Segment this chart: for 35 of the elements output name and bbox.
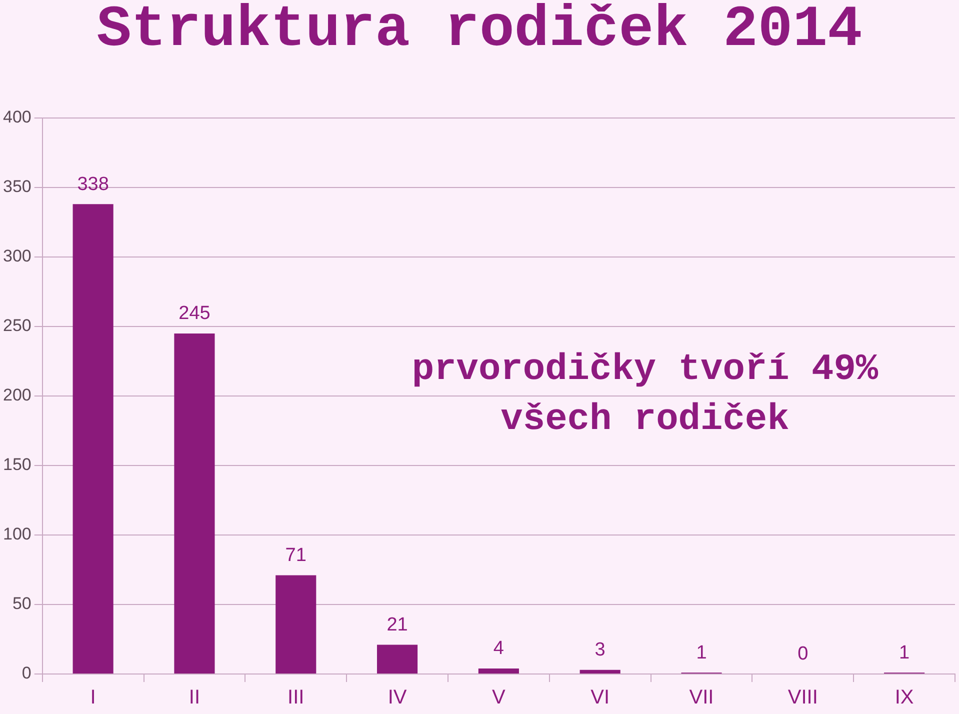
bar [478, 668, 519, 674]
data-label: 4 [493, 638, 504, 660]
data-label: 71 [285, 545, 306, 566]
x-tick-label: III [288, 686, 304, 709]
y-tick-label: 300 [2, 246, 32, 266]
data-label: 338 [77, 174, 109, 195]
annotation: prvorodičky tvoří 49% všech rodiček [410, 348, 880, 443]
x-tick-label: I [90, 686, 96, 709]
x-tick-label: VI [590, 686, 610, 709]
chart-title: Struktura rodiček 2014 [96, 0, 864, 63]
bar [376, 644, 418, 674]
bar [174, 333, 215, 674]
data-label: 21 [386, 614, 408, 636]
y-tick-label: 100 [2, 524, 32, 544]
y-tick-label: 150 [2, 455, 32, 474]
x-tick-label: V [492, 686, 506, 709]
bar [276, 575, 316, 674]
y-tick-label: 50 [12, 594, 32, 614]
x-tick-label: IV [388, 686, 408, 709]
x-tick-label: II [188, 686, 200, 709]
data-label: 1 [899, 642, 910, 664]
y-tick-label: 350 [2, 177, 32, 196]
x-tick-label: IX [894, 686, 914, 709]
x-tick-label: VII [689, 686, 714, 709]
data-label: 3 [594, 640, 606, 661]
data-label: 0 [798, 644, 808, 665]
x-tick-label: VIII [788, 686, 818, 709]
y-tick-label: 0 [22, 664, 32, 683]
y-tick-label: 400 [2, 108, 32, 127]
data-label: 1 [696, 642, 707, 664]
bar [72, 204, 114, 674]
y-tick-label: 200 [2, 386, 32, 405]
y-tick-label: 250 [2, 316, 32, 336]
bar [580, 670, 620, 674]
data-label: 245 [178, 303, 210, 324]
